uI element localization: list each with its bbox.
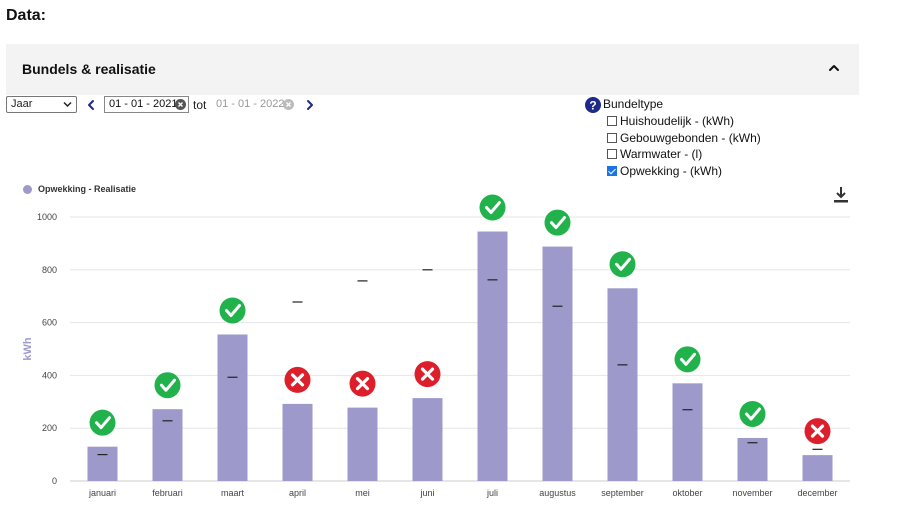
bar[interactable] (282, 403, 313, 481)
bundeltype-label: Huishoudelijk - (kWh) (620, 114, 735, 129)
x-tick-label: mei (355, 488, 370, 498)
page-title: Data: (6, 7, 47, 24)
y-tick-label: 0 (52, 476, 57, 486)
chevron-down-icon (63, 101, 72, 108)
check-icon (739, 400, 766, 427)
bar[interactable] (802, 455, 833, 481)
bar[interactable] (217, 334, 248, 481)
y-tick-label: 600 (42, 318, 57, 328)
bar[interactable] (152, 409, 183, 481)
checkbox[interactable] (607, 132, 617, 143)
bundeltype-item-opwekking[interactable]: Opwekking - (kWh) (607, 163, 761, 180)
svg-text:?: ? (589, 98, 596, 112)
x-tick-label: december (797, 488, 837, 498)
bundeltype-item-warmwater[interactable]: Warmwater - (l) (607, 146, 761, 163)
check-icon (544, 209, 571, 236)
clear-date-icon[interactable] (175, 99, 186, 110)
clear-date-to-icon[interactable] (283, 99, 294, 110)
y-tick-label: 800 (42, 265, 57, 275)
x-tick-label: september (601, 488, 644, 498)
date-from-value: 01 - 01 - 2021 (109, 98, 178, 110)
bar[interactable] (542, 246, 573, 481)
x-tick-label: april (289, 488, 306, 498)
check-icon-mark (225, 303, 241, 317)
check-icon (89, 409, 116, 436)
bundeltype-title: Bundeltype (603, 97, 664, 111)
x-tick-label: oktober (672, 488, 702, 498)
bar[interactable] (737, 437, 768, 481)
x-tick-label: juni (419, 488, 434, 498)
bar[interactable] (607, 288, 638, 481)
check-icon-mark (160, 378, 176, 392)
bar[interactable] (412, 398, 443, 481)
y-axis-label: kWh (22, 337, 34, 361)
panel-title: Bundels & realisatie (22, 61, 156, 77)
check-icon (219, 297, 246, 324)
legend-marker (23, 184, 32, 194)
bundeltype-label: Warmwater - (l) (620, 147, 703, 162)
check-icon-mark (615, 257, 631, 271)
bar[interactable] (672, 383, 703, 481)
check-icon-mark (95, 416, 111, 430)
bar[interactable] (347, 407, 378, 481)
period-select-value: Jaar (11, 98, 33, 110)
chevron-up-icon[interactable] (824, 58, 844, 78)
cross-icon-mark (420, 367, 435, 381)
y-tick-label: 400 (42, 370, 57, 380)
next-period-icon[interactable] (304, 98, 316, 112)
x-tick-label: maart (221, 488, 245, 498)
checkbox[interactable] (607, 116, 617, 127)
bundeltype-item-huishoudelijk[interactable]: Huishoudelijk - (kWh) (607, 113, 761, 130)
tot-label: tot (193, 98, 207, 112)
check-icon-mark (680, 352, 696, 366)
period-select[interactable]: Jaar (6, 96, 77, 113)
x-tick-label: augustus (539, 488, 576, 498)
check-icon-mark (550, 216, 566, 230)
cross-icon-mark (810, 424, 825, 438)
date-from-input[interactable]: 01 - 01 - 2021 (104, 96, 189, 113)
check-icon-mark (745, 407, 761, 421)
check-icon (479, 194, 506, 221)
y-tick-label: 200 (42, 423, 57, 433)
bundeltype-label: Opwekking - (kWh) (620, 163, 723, 178)
x-tick-label: februari (152, 488, 183, 498)
check-icon (609, 251, 636, 278)
x-tick-label: november (732, 488, 772, 498)
bar[interactable] (87, 446, 118, 481)
chart-legend[interactable]: Opwekking - Realisatie (23, 184, 136, 194)
x-tick-label: januari (88, 488, 116, 498)
cross-icon-mark (290, 373, 305, 387)
legend-label: Opwekking - Realisatie (38, 184, 137, 194)
y-tick-label: 1000 (37, 212, 57, 222)
previous-period-icon[interactable] (85, 98, 97, 112)
cross-icon-mark (355, 377, 370, 391)
x-tick-label: juli (486, 488, 498, 498)
bundeltype-label: Gebouwgebonden - (kWh) (620, 130, 761, 145)
check-icon (674, 346, 701, 373)
bundeltype-item-gebouwgebonden[interactable]: Gebouwgebonden - (kWh) (607, 130, 761, 147)
help-icon[interactable]: ? (585, 97, 601, 113)
bar[interactable] (477, 231, 508, 481)
checkbox-checked[interactable] (607, 165, 617, 176)
bundeltype-list: Huishoudelijk - (kWh) Gebouwgebonden - (… (607, 113, 761, 179)
checkbox[interactable] (607, 149, 617, 160)
panel-header[interactable]: Bundels & realisatie (6, 44, 859, 95)
check-icon-mark (485, 201, 501, 215)
download-icon[interactable] (833, 186, 849, 204)
check-icon (154, 372, 181, 399)
date-to-input[interactable]: 01 - 01 - 2022 (216, 98, 285, 110)
